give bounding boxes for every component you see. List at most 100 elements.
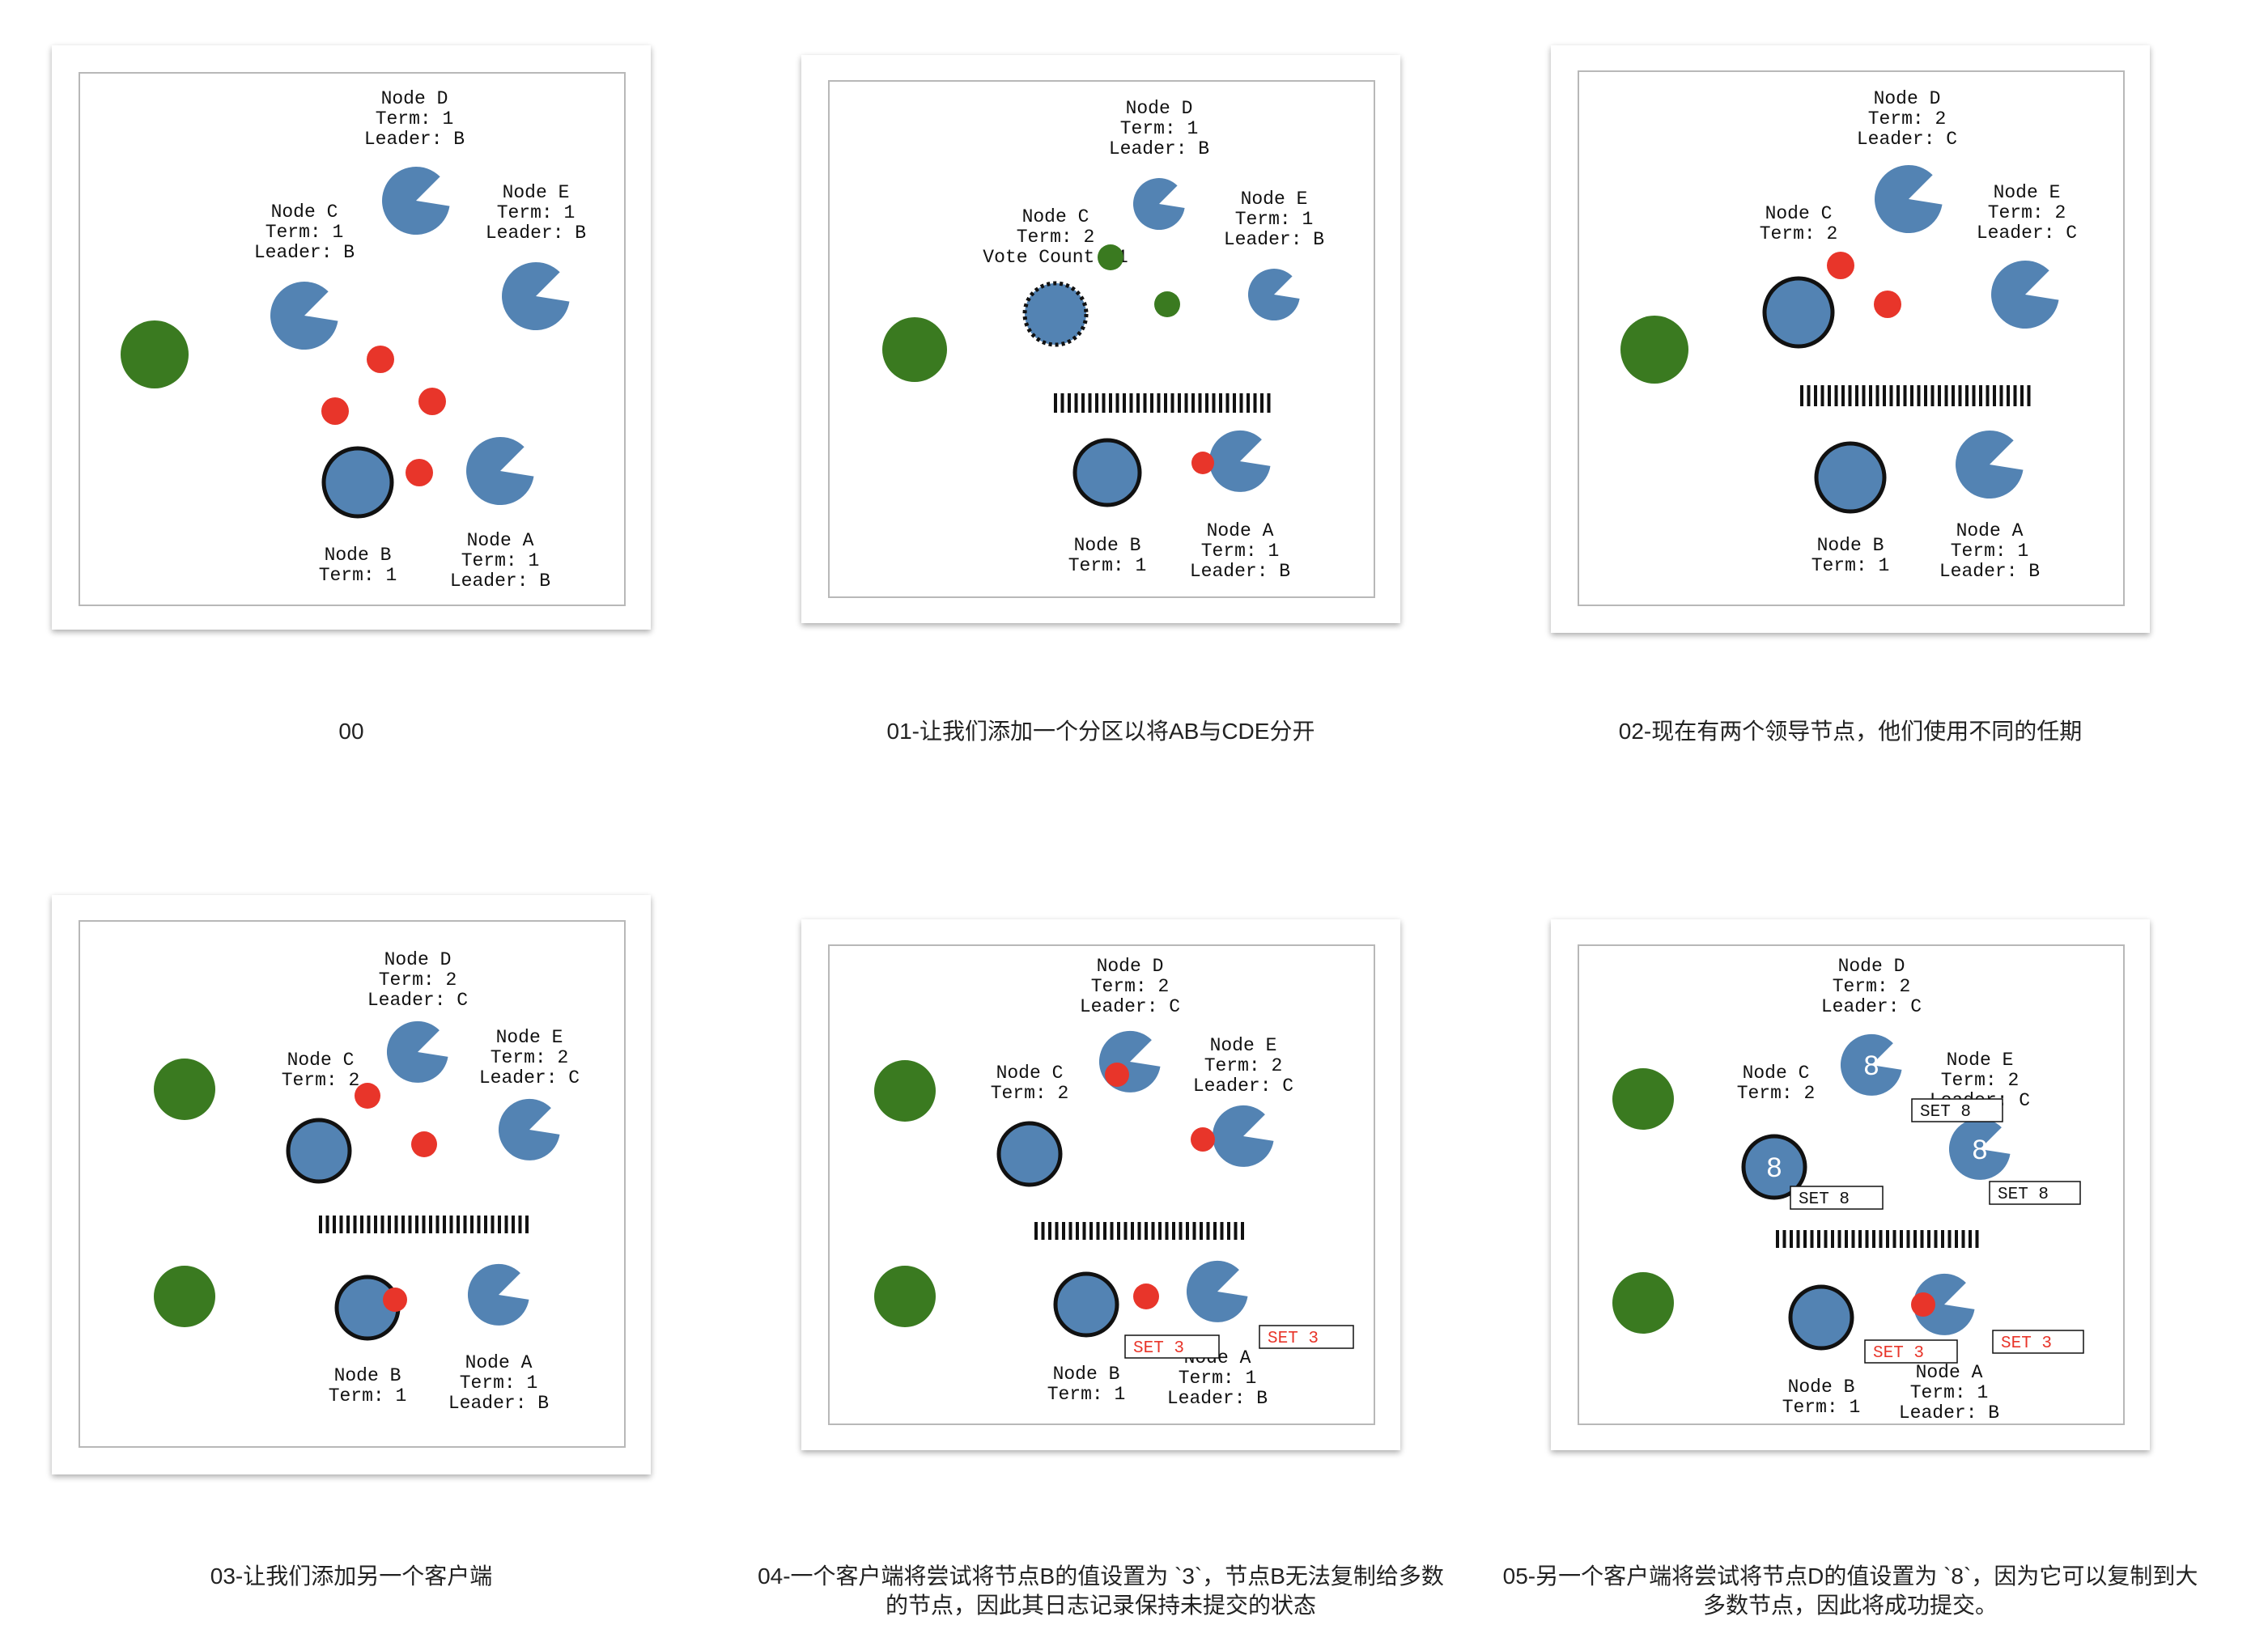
partition-segment [325,1216,329,1233]
node-c-circle[interactable] [1741,1134,1807,1200]
log-entry-text: SET 8 [1799,1190,1850,1209]
partition-segment [498,1216,501,1233]
partition-segment [374,1216,377,1233]
client-0[interactable] [882,317,947,382]
network-partition[interactable] [1800,385,2031,406]
node-e-value: 8 [1973,1135,1988,1165]
partition-segment [353,1216,357,1233]
partition-segment [1241,1222,1244,1240]
client-0[interactable] [1620,316,1688,384]
node-d-label-line: Node D [1126,98,1193,119]
partition-segment [1955,1230,1958,1248]
partition-segment [1969,1230,1972,1248]
node-c-circle[interactable] [1022,281,1089,347]
partition-segment [1213,1222,1217,1240]
node-b-circle[interactable] [1072,438,1142,507]
partition-segment [346,1216,350,1233]
log-entry-text: SET 3 [1873,1344,1924,1363]
log-entry-box [1989,1181,2081,1205]
partition-segment [1961,1230,1965,1248]
node-e-circle[interactable] [1247,269,1300,321]
node-d-circle[interactable] [1840,1033,1902,1096]
node-b-circle[interactable] [1788,1284,1854,1351]
network-partition[interactable] [1034,1222,1244,1240]
client-1[interactable] [874,1266,936,1327]
node-d-circle[interactable] [1132,178,1185,231]
partition-segment [1068,393,1071,413]
partition-segment [1076,1222,1079,1240]
node-b-label-line: Term: 1 [1811,555,1890,576]
node-e-circle[interactable] [1991,261,2059,329]
partition-segment [1117,1222,1120,1240]
node-c-label: Node C Term: 2 [1760,203,1838,244]
node-c-circle[interactable] [270,282,338,350]
step-caption-5: 05-另一个客户端将尝试将节点D的值设置为 `8`，因为它可以复制到大 多数节点，… [1486,1562,2215,1620]
node-a-label-line: Term: 1 [1201,541,1280,562]
node-d-label-line: Leader: C [1080,996,1180,1017]
node-a-label-line: Leader: B [450,571,550,592]
partition-segment [457,1216,460,1233]
partition-segment [1979,385,1982,406]
node-a-label-line: Term: 1 [1951,541,2029,562]
partition-segment [1260,393,1264,413]
node-d-circle[interactable] [1875,165,1943,234]
client-0[interactable] [1612,1068,1674,1130]
node-b-circle[interactable] [1053,1271,1119,1338]
partition-segment [1136,393,1140,413]
partition-segment [525,1216,529,1233]
node-a-label-line: Leader: B [1899,1402,1999,1423]
network-partition[interactable] [319,1216,529,1233]
node-e-circle[interactable] [1212,1105,1274,1167]
client-0[interactable] [154,1059,215,1120]
partition-segment [1048,1222,1051,1240]
node-c-circle[interactable] [286,1118,352,1184]
rpc-message [321,397,349,425]
node-c-circle[interactable] [1762,276,1835,349]
log-entry-text: SET 8 [1920,1103,1971,1122]
node-b-label-line: Node B [1053,1364,1120,1385]
node-e-circle[interactable] [498,1098,560,1160]
node-b-label-line: Term: 1 [1047,1384,1126,1405]
partition-segment [1952,385,1955,406]
node-d-circle[interactable] [382,167,450,235]
partition-segment [1999,385,2003,406]
client-1[interactable] [154,1266,215,1327]
node-e-label-line: Node E [1241,189,1308,210]
node-a-label-line: Node A [1207,520,1274,541]
partition-segment [1088,393,1092,413]
node-a-circle[interactable] [1956,431,2024,499]
node-e-circle[interactable] [502,262,570,331]
node-a-label-line: Node A [467,530,534,551]
client-0[interactable] [121,320,189,388]
node-b-circle[interactable] [321,446,394,519]
node-c-circle[interactable] [996,1121,1063,1187]
partition-segment [1191,393,1195,413]
committed-log-entry: SET 8 [1790,1186,1884,1210]
node-b-circle[interactable] [1814,441,1887,514]
node-a-circle[interactable] [467,1263,529,1326]
partition-segment [1975,1230,1979,1248]
network-partition[interactable] [1776,1230,1979,1248]
node-a-circle[interactable] [1208,430,1271,492]
node-a-circle[interactable] [466,437,534,506]
partition-segment [1837,1230,1841,1248]
scene-frame [79,920,626,1448]
node-a-circle[interactable] [1186,1260,1248,1322]
node-d-circle[interactable] [386,1020,448,1083]
node-e-circle[interactable] [1948,1118,2011,1180]
node-a-circle[interactable] [1913,1273,1975,1335]
network-partition[interactable] [1054,393,1271,413]
node-b-label-line: Term: 1 [1068,555,1147,576]
partition-segment [1200,1222,1203,1240]
partition-segment [1089,1222,1093,1240]
client-0[interactable] [874,1060,936,1122]
partition-segment [1158,1222,1162,1240]
node-e-label-line: Term: 2 [1941,1070,2020,1091]
node-b-label: Node B Term: 1 [1811,535,1890,576]
client-1[interactable] [1612,1272,1674,1334]
node-a-label-line: Leader: B [1190,561,1290,582]
